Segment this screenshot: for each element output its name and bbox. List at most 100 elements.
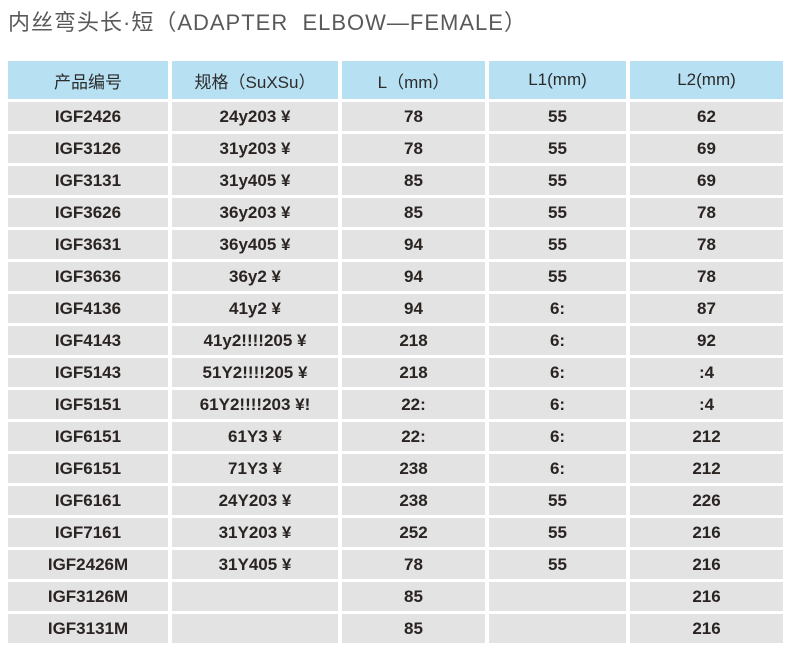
table-row: IGF3126 31y203 ¥78 55 69 <box>8 134 783 163</box>
table-cell: 78 <box>630 198 783 227</box>
table-cell: 94 <box>342 294 485 323</box>
table-cell: 41y2 ¥ <box>172 294 338 323</box>
table-cell: 78 <box>342 134 485 163</box>
table-cell: 218 <box>342 358 485 387</box>
table-row: IGF6151 61Y3 ¥22: 6: 212 <box>8 422 783 451</box>
table-cell: 6: <box>489 294 626 323</box>
table-header-row: 产品编号 规格（SuXSu） L（mm） L1(mm) L2(mm) <box>8 61 783 99</box>
table-cell: 216 <box>630 550 783 579</box>
table-cell <box>489 614 626 643</box>
column-header-product-code: 产品编号 <box>8 61 168 99</box>
table-cell: 22: <box>342 390 485 419</box>
table-row: IGF4143 41y2!!!!205 ¥218 6: 92 <box>8 326 783 355</box>
table-cell: 61Y2!!!!203 ¥! <box>172 390 338 419</box>
table-row: IGF7161 31Y203 ¥252 55 216 <box>8 518 783 547</box>
table-cell: 212 <box>630 454 783 483</box>
table-cell: 78 <box>630 262 783 291</box>
table-cell: 31Y405 ¥ <box>172 550 338 579</box>
table-cell: 24Y203 ¥ <box>172 486 338 515</box>
page-title: 内丝弯头长·短（ADAPTER ELBOW—FEMALE） <box>8 10 527 35</box>
table-cell: 6: <box>489 358 626 387</box>
table-row: IGF2426M 31Y405 ¥78 55 216 <box>8 550 783 579</box>
table-row: IGF3631 36y405 ¥94 55 78 <box>8 230 783 259</box>
table-cell: IGF6161 <box>8 486 168 515</box>
table-body: IGF2426 24y203 ¥78 55 62 IGF3126 31y203 ¥78 55… <box>8 102 783 643</box>
table-cell: IGF2426M <box>8 550 168 579</box>
table-cell: IGF3631 <box>8 230 168 259</box>
table-cell: 85 <box>342 166 485 195</box>
table-cell: 6: <box>489 422 626 451</box>
table-cell: 22: <box>342 422 485 451</box>
table-cell: :4 <box>630 390 783 419</box>
table-cell <box>172 614 338 643</box>
table-cell: 55 <box>489 166 626 195</box>
table-cell <box>489 582 626 611</box>
table-cell: 94 <box>342 230 485 259</box>
table-cell: IGF3131M <box>8 614 168 643</box>
table-row: IGF6161 24Y203 ¥238 55 226 <box>8 486 783 515</box>
table-cell: 31y405 ¥ <box>172 166 338 195</box>
table-cell: 55 <box>489 486 626 515</box>
table-cell: IGF3636 <box>8 262 168 291</box>
table-row: IGF3126M 85 216 <box>8 582 783 611</box>
table-cell: 212 <box>630 422 783 451</box>
table-cell: 78 <box>342 102 485 131</box>
table-cell: 216 <box>630 614 783 643</box>
table-cell: 61Y3 ¥ <box>172 422 338 451</box>
table-cell: 55 <box>489 518 626 547</box>
table-cell: 55 <box>489 230 626 259</box>
table-cell: 78 <box>342 550 485 579</box>
table-cell: IGF3126 <box>8 134 168 163</box>
table-row: IGF5151 61Y2!!!!203 ¥! 22: 6::4 <box>8 390 783 419</box>
table-cell: 216 <box>630 582 783 611</box>
table-cell: 87 <box>630 294 783 323</box>
product-spec-table: 产品编号 规格（SuXSu） L（mm） L1(mm) L2(mm) IGF24… <box>4 58 787 646</box>
table-cell: 226 <box>630 486 783 515</box>
table-cell: 6: <box>489 454 626 483</box>
table-cell: 252 <box>342 518 485 547</box>
table-cell: 55 <box>489 550 626 579</box>
table-row: IGF4136 41y2 ¥94 6: 87 <box>8 294 783 323</box>
table-cell: IGF5151 <box>8 390 168 419</box>
table-row: IGF6151 71Y3 ¥238 6: 212 <box>8 454 783 483</box>
table-cell: 55 <box>489 198 626 227</box>
table-cell: IGF3626 <box>8 198 168 227</box>
table-cell: 62 <box>630 102 783 131</box>
table-cell: IGF7161 <box>8 518 168 547</box>
table-row: IGF5143 51Y2!!!!205 ¥218 6::4 <box>8 358 783 387</box>
table-cell: IGF4143 <box>8 326 168 355</box>
table-cell: IGF6151 <box>8 422 168 451</box>
table-cell: 36y203 ¥ <box>172 198 338 227</box>
table-cell: 69 <box>630 134 783 163</box>
table-cell: 69 <box>630 166 783 195</box>
table-cell: IGF3126M <box>8 582 168 611</box>
table-cell: 55 <box>489 102 626 131</box>
table-cell: IGF3131 <box>8 166 168 195</box>
column-header-l: L（mm） <box>342 61 485 99</box>
table-row: IGF3626 36y203 ¥85 55 78 <box>8 198 783 227</box>
table-cell: 55 <box>489 262 626 291</box>
table-cell: 36y405 ¥ <box>172 230 338 259</box>
table-cell: 41y2!!!!205 ¥ <box>172 326 338 355</box>
table-cell: 85 <box>342 614 485 643</box>
table-cell: IGF6151 <box>8 454 168 483</box>
table-cell: 24y203 ¥ <box>172 102 338 131</box>
table-cell: 31Y203 ¥ <box>172 518 338 547</box>
column-header-spec: 规格（SuXSu） <box>172 61 338 99</box>
table-cell: 31y203 ¥ <box>172 134 338 163</box>
table-cell: IGF4136 <box>8 294 168 323</box>
table-cell: 216 <box>630 518 783 547</box>
table-cell: 6: <box>489 326 626 355</box>
table-cell: 51Y2!!!!205 ¥ <box>172 358 338 387</box>
table-cell: IGF5143 <box>8 358 168 387</box>
table-cell: :4 <box>630 358 783 387</box>
table-cell: 238 <box>342 454 485 483</box>
table-cell: IGF2426 <box>8 102 168 131</box>
table-cell: 85 <box>342 582 485 611</box>
table-cell: 238 <box>342 486 485 515</box>
table-row: IGF3131 31y405 ¥85 55 69 <box>8 166 783 195</box>
table-row: IGF2426 24y203 ¥78 55 62 <box>8 102 783 131</box>
table-cell: 55 <box>489 134 626 163</box>
table-cell: 78 <box>630 230 783 259</box>
